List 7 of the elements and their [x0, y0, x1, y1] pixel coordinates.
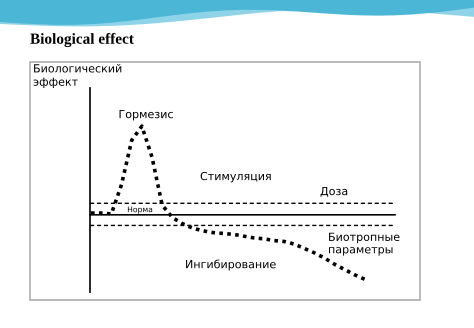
- annotation: Биотропные параметры: [329, 232, 400, 256]
- x-axis-title: Доза: [320, 186, 348, 197]
- y-axis-title: Биологический эффект: [34, 64, 122, 88]
- text: Гормезис: [120, 110, 173, 120]
- chart-title: Biological effect: [30, 32, 134, 48]
- annotation: Ингибирование: [186, 260, 276, 270]
- annotation: Стимуляция: [200, 172, 271, 182]
